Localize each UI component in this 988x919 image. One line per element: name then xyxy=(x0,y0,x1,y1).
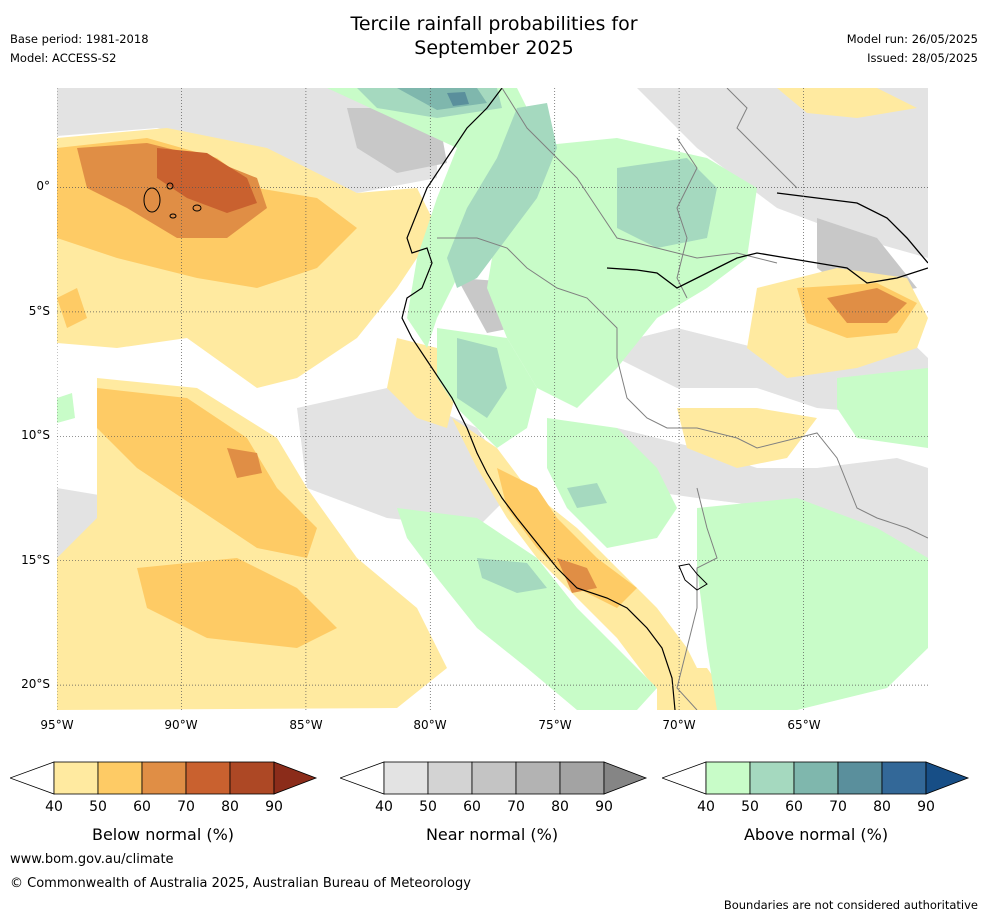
map-canvas xyxy=(57,88,928,710)
cbar-tick: 40 xyxy=(45,799,63,815)
cbar-tick: 40 xyxy=(375,799,393,815)
cbar-tick: 50 xyxy=(89,799,107,815)
website-link: www.bom.gov.au/climate xyxy=(10,852,174,867)
lat-tick-15s: 15°S xyxy=(21,553,50,567)
gridlines xyxy=(57,88,928,710)
copyright-text: © Commonwealth of Australia 2025, Austra… xyxy=(10,876,471,891)
lon-tick-90w: 90°W xyxy=(164,718,198,732)
colorbar-near xyxy=(338,761,648,795)
lat-tick-10s: 10°S xyxy=(21,428,50,442)
cbar-tick: 90 xyxy=(595,799,613,815)
lon-tick-95w: 95°W xyxy=(40,718,74,732)
cbar-tick: 70 xyxy=(177,799,195,815)
cbar-tick: 90 xyxy=(917,799,935,815)
galapagos-islands xyxy=(143,182,202,219)
model-name: Model: ACCESS-S2 xyxy=(10,51,117,65)
legend-above-normal xyxy=(660,760,970,800)
rainfall-map xyxy=(57,88,928,710)
map-title: Tercile rainfall probabilities for Septe… xyxy=(0,12,988,60)
colorbar-above xyxy=(660,761,970,795)
model-run: Model run: 26/05/2025 xyxy=(846,32,978,46)
lake-titicaca xyxy=(678,563,708,591)
lon-tick-70w: 70°W xyxy=(662,718,696,732)
meta-left: Base period: 1981-2018 Model: ACCESS-S2 xyxy=(10,30,149,68)
lon-tick-85w: 85°W xyxy=(289,718,323,732)
lon-tick-80w: 80°W xyxy=(413,718,447,732)
legend-below-normal xyxy=(8,760,318,800)
cbar-tick: 80 xyxy=(551,799,569,815)
cbar-tick: 60 xyxy=(785,799,803,815)
title-line-2: September 2025 xyxy=(414,37,574,59)
cbar-tick: 70 xyxy=(507,799,525,815)
legend-near-label: Near normal (%) xyxy=(425,825,559,844)
cbar-tick: 80 xyxy=(221,799,239,815)
lat-tick-20s: 20°S xyxy=(21,677,50,691)
cbar-tick: 40 xyxy=(697,799,715,815)
boundary-disclaimer: Boundaries are not considered authoritat… xyxy=(723,898,978,912)
coastlines xyxy=(401,88,928,710)
base-period: Base period: 1981-2018 xyxy=(10,32,149,46)
colorbar-below xyxy=(8,761,318,795)
cbar-tick: 80 xyxy=(873,799,891,815)
lon-tick-65w: 65°W xyxy=(787,718,821,732)
issued-date: Issued: 28/05/2025 xyxy=(867,51,978,65)
meta-right: Model run: 26/05/2025 Issued: 28/05/2025 xyxy=(847,30,978,68)
cbar-tick: 70 xyxy=(829,799,847,815)
lat-tick-5s: 5°S xyxy=(28,304,50,318)
cbar-tick: 90 xyxy=(265,799,283,815)
cbar-tick: 50 xyxy=(741,799,759,815)
cbar-tick: 60 xyxy=(463,799,481,815)
legend-below-label: Below normal (%) xyxy=(91,825,235,844)
cbar-tick: 50 xyxy=(419,799,437,815)
lat-tick-0: 0° xyxy=(36,179,50,193)
title-line-1: Tercile rainfall probabilities for xyxy=(350,13,638,35)
below-normal-areas xyxy=(57,88,928,710)
legend-near-normal xyxy=(338,760,648,800)
legend-above-label: Above normal (%) xyxy=(743,825,889,844)
cbar-tick: 60 xyxy=(133,799,151,815)
lon-tick-75w: 75°W xyxy=(538,718,572,732)
